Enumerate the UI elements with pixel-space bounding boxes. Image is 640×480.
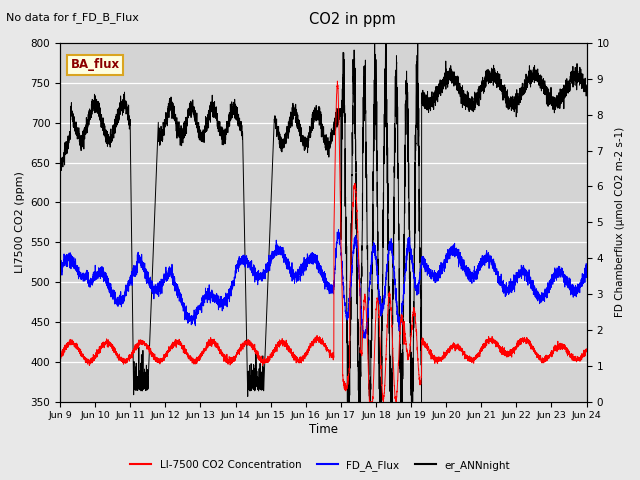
Y-axis label: LI7500 CO2 (ppm): LI7500 CO2 (ppm) xyxy=(15,171,25,273)
Y-axis label: FD Chamberflux (µmol CO2 m-2 s-1): FD Chamberflux (µmol CO2 m-2 s-1) xyxy=(615,127,625,317)
Text: BA_flux: BA_flux xyxy=(70,58,120,71)
Text: CO2 in ppm: CO2 in ppm xyxy=(308,12,396,27)
Legend: LI-7500 CO2 Concentration, FD_A_Flux, er_ANNnight: LI-7500 CO2 Concentration, FD_A_Flux, er… xyxy=(126,456,514,475)
X-axis label: Time: Time xyxy=(309,423,338,436)
Text: No data for f_FD_B_Flux: No data for f_FD_B_Flux xyxy=(6,12,140,23)
